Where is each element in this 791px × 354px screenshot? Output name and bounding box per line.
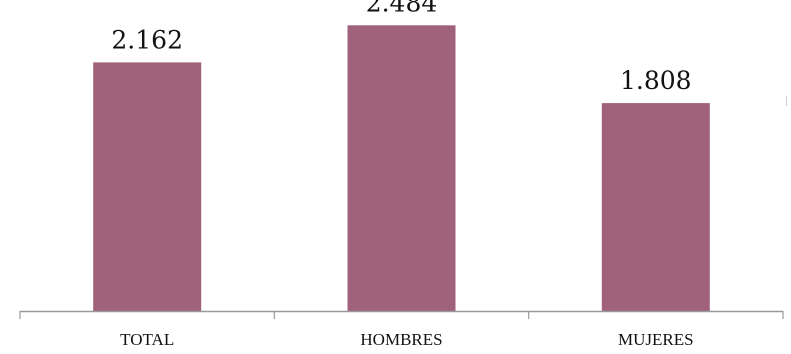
bar-hombres xyxy=(347,25,456,312)
x-axis-labels: TOTAL HOMBRES MUJERES xyxy=(120,330,693,349)
value-labels-group: 2.162 2.484 1.808 xyxy=(111,0,691,95)
value-label-total: 2.162 xyxy=(111,25,183,54)
x-tick-label-hombres: HOMBRES xyxy=(360,330,442,349)
bar-mujeres xyxy=(601,103,710,311)
bars-group xyxy=(93,25,710,312)
bar-total xyxy=(93,62,202,312)
x-tick-label-total: TOTAL xyxy=(120,330,174,349)
value-label-mujeres: 1.808 xyxy=(620,66,692,95)
x-tick-label-mujeres: MUJERES xyxy=(618,330,694,349)
value-label-hombres: 2.484 xyxy=(366,0,438,17)
x-axis-ticks xyxy=(19,311,784,319)
